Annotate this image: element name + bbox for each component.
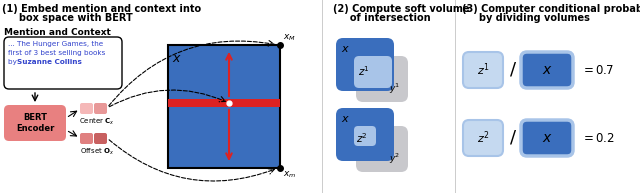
Text: (3) Computer conditional probability: (3) Computer conditional probability (462, 4, 640, 14)
FancyBboxPatch shape (94, 103, 107, 114)
FancyBboxPatch shape (4, 37, 122, 89)
Text: Suzanne Collins: Suzanne Collins (17, 59, 82, 65)
Text: $x$: $x$ (172, 52, 182, 65)
FancyBboxPatch shape (521, 52, 573, 88)
FancyBboxPatch shape (80, 103, 93, 114)
FancyBboxPatch shape (94, 133, 107, 144)
FancyBboxPatch shape (521, 120, 573, 156)
Bar (168, 99, 280, 107)
Text: Offset $\mathbf{O}_x$: Offset $\mathbf{O}_x$ (80, 147, 114, 157)
Text: $y^2$: $y^2$ (388, 152, 400, 166)
Text: (1) Embed mention and context into: (1) Embed mention and context into (2, 4, 201, 14)
Text: /: / (510, 129, 516, 147)
Text: BERT
Encoder: BERT Encoder (16, 113, 54, 133)
Text: $z^1$: $z^1$ (477, 62, 490, 78)
Text: $y^1$: $y^1$ (388, 82, 400, 96)
Text: of intersection: of intersection (333, 13, 431, 23)
Text: $x$: $x$ (341, 114, 350, 124)
Text: $z^2$: $z^2$ (356, 131, 368, 145)
Text: Mention and Context: Mention and Context (4, 28, 111, 37)
Text: $x$: $x$ (541, 63, 552, 77)
Text: $= 0.2$: $= 0.2$ (581, 131, 614, 145)
FancyBboxPatch shape (463, 120, 503, 156)
Text: Center $\mathbf{C}_x$: Center $\mathbf{C}_x$ (79, 117, 115, 127)
FancyBboxPatch shape (354, 126, 376, 146)
Text: first of 3 best selling books: first of 3 best selling books (8, 50, 106, 56)
FancyBboxPatch shape (356, 126, 408, 172)
FancyBboxPatch shape (463, 52, 503, 88)
Text: by: by (8, 59, 19, 65)
Text: $x_M$: $x_M$ (283, 32, 296, 43)
Text: $z^1$: $z^1$ (358, 64, 370, 78)
Text: $= 0.7$: $= 0.7$ (581, 63, 614, 76)
Text: box space with BERT: box space with BERT (2, 13, 132, 23)
Text: $x_m$: $x_m$ (283, 170, 296, 180)
Text: /: / (510, 61, 516, 79)
Text: $x$: $x$ (541, 131, 552, 145)
Text: $z^2$: $z^2$ (477, 130, 489, 146)
FancyBboxPatch shape (336, 38, 394, 91)
Text: ... The Hunger Games, the: ... The Hunger Games, the (8, 41, 103, 47)
FancyBboxPatch shape (80, 133, 93, 144)
Text: $x$: $x$ (341, 44, 350, 54)
Text: (2) Compute soft volume: (2) Compute soft volume (333, 4, 470, 14)
Text: by dividing volumes: by dividing volumes (462, 13, 590, 23)
Bar (168, 45, 280, 168)
FancyBboxPatch shape (336, 108, 394, 161)
FancyBboxPatch shape (356, 56, 408, 102)
FancyBboxPatch shape (4, 105, 66, 141)
FancyBboxPatch shape (354, 56, 392, 88)
